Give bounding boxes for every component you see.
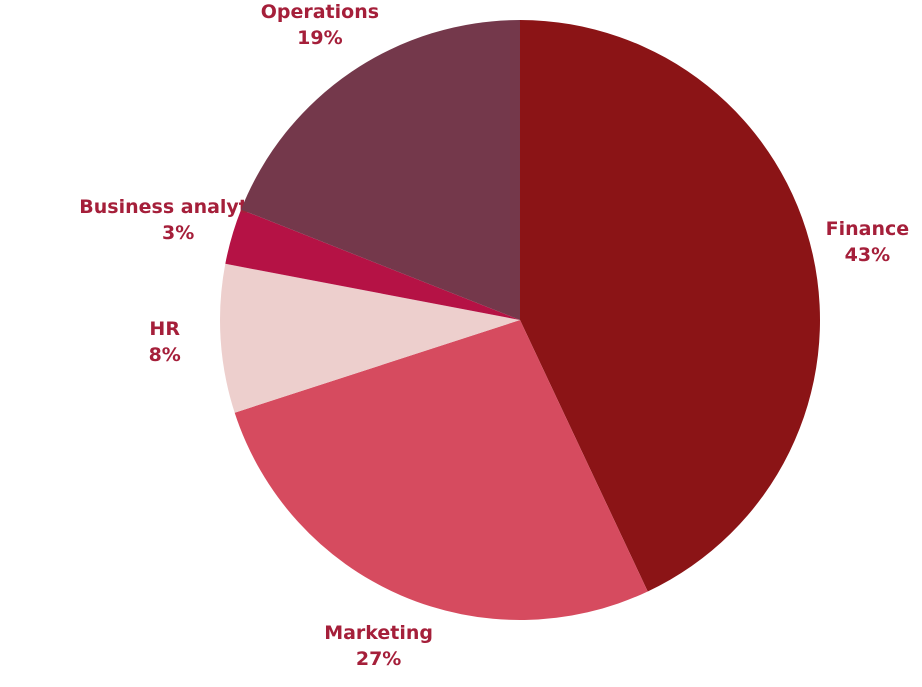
- pie-slice: [241, 20, 520, 320]
- slice-label: Finance: [826, 218, 910, 240]
- slice-label: HR: [149, 318, 180, 340]
- pie-slice: [225, 209, 520, 320]
- slice-label: Business analytics: [79, 196, 277, 218]
- slice-label: Marketing: [324, 622, 433, 644]
- slice-value-label: 8%: [149, 344, 181, 366]
- slice-value-label: 43%: [845, 244, 890, 266]
- pie-slice: [520, 20, 820, 592]
- pie-slice: [220, 263, 520, 413]
- slice-value-label: 19%: [297, 27, 342, 49]
- slice-value-label: 3%: [162, 222, 194, 244]
- slice-value-label: 27%: [356, 648, 401, 670]
- slice-label: Operations: [261, 1, 379, 23]
- pie-slice: [234, 320, 648, 620]
